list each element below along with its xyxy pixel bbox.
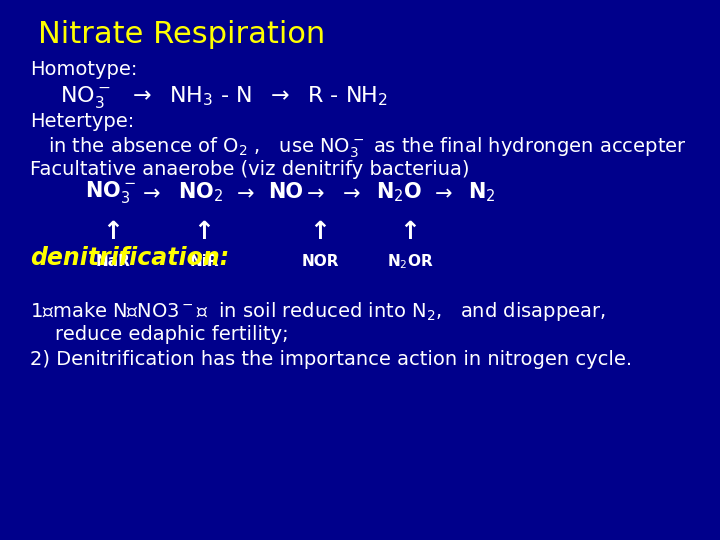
Text: $\rightarrow$: $\rightarrow$ [302,182,325,202]
Text: 1）make N（NO3$^-$）  in soil reduced into N$_2$,   and disappear,: 1）make N（NO3$^-$） in soil reduced into N… [30,300,606,323]
Text: $\rightarrow$: $\rightarrow$ [430,182,453,202]
Text: NO$_3^-$  $\rightarrow$  NH$_3$ - N  $\rightarrow$  R - NH$_2$: NO$_3^-$ $\rightarrow$ NH$_3$ - N $\righ… [60,84,388,110]
Text: NO: NO [268,182,303,202]
Text: NiR: NiR [189,254,219,269]
Text: in the absence of O$_2$ ,   use NO$_3^-$ as the final hydrongen accepter: in the absence of O$_2$ , use NO$_3^-$ a… [48,135,687,159]
Text: reduce edaphic fertility;: reduce edaphic fertility; [55,325,289,344]
Text: N$_2$OR: N$_2$OR [387,253,433,271]
Text: N$_2$O: N$_2$O [376,180,422,204]
Text: Hetertype:: Hetertype: [30,112,134,131]
Text: Facultative anaerobe (viz denitrify bacteriua): Facultative anaerobe (viz denitrify bact… [30,160,469,179]
Text: ↑: ↑ [310,220,330,244]
Text: NaR: NaR [96,254,130,269]
Text: NO$_3^-$: NO$_3^-$ [85,179,136,205]
Text: ↑: ↑ [102,220,124,244]
Text: NO$_2$: NO$_2$ [178,180,223,204]
Text: Homotype:: Homotype: [30,60,138,79]
Text: $\rightarrow$: $\rightarrow$ [232,182,255,202]
Text: 2) Denitrification has the importance action in nitrogen cycle.: 2) Denitrification has the importance ac… [30,350,632,369]
Text: ↑: ↑ [194,220,215,244]
Text: Nitrate Respiration: Nitrate Respiration [38,20,325,49]
Text: denitrification:: denitrification: [30,246,229,270]
Text: $\rightarrow$: $\rightarrow$ [338,182,361,202]
Text: NOR: NOR [301,254,338,269]
Text: ↑: ↑ [400,220,420,244]
Text: N$_2$: N$_2$ [468,180,495,204]
Text: $\rightarrow$: $\rightarrow$ [138,182,161,202]
